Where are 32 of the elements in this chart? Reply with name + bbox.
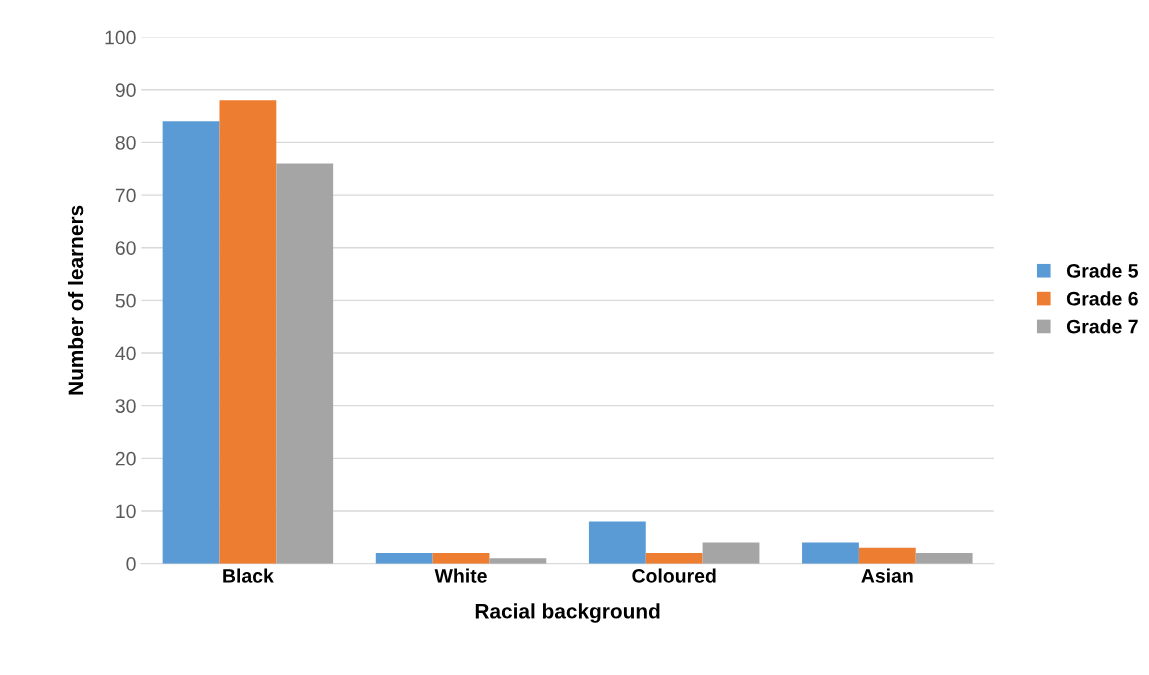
y-tick-label: 30 (115, 399, 136, 413)
x-tick-label: Asian (861, 568, 913, 583)
x-tick-label: Black (223, 568, 274, 583)
y-tick-label: 90 (115, 83, 136, 98)
bar (915, 553, 973, 564)
bar (858, 547, 916, 564)
bar (375, 553, 433, 564)
y-tick-label: 20 (115, 451, 136, 466)
bar (802, 542, 859, 564)
x-tick-label: Coloured (632, 568, 716, 583)
bar (588, 521, 646, 564)
bar (219, 100, 277, 564)
y-tick-label: 40 (115, 346, 136, 361)
bar (432, 553, 490, 564)
x-axis-title: Racial background (475, 603, 660, 623)
y-tick-label: 50 (115, 293, 136, 308)
x-tick-label: White (434, 568, 487, 583)
legend-label: Grade 7 (1066, 319, 1138, 334)
bar (162, 121, 220, 564)
y-tick-label: 70 (115, 188, 136, 203)
bar (702, 542, 760, 564)
legend-label: Grade 5 (1066, 263, 1138, 278)
y-tick-label: 10 (116, 504, 136, 519)
y-tick-label: 0 (126, 557, 136, 571)
bar (276, 163, 334, 564)
y-tick-label: 60 (115, 241, 136, 255)
bar (489, 558, 547, 564)
y-tick-label: 80 (115, 135, 136, 150)
legend-label: Grade 6 (1066, 291, 1138, 306)
y-axis-title: Number of learners (67, 205, 84, 395)
bar (645, 553, 703, 564)
y-tick-label: 100 (105, 30, 136, 45)
